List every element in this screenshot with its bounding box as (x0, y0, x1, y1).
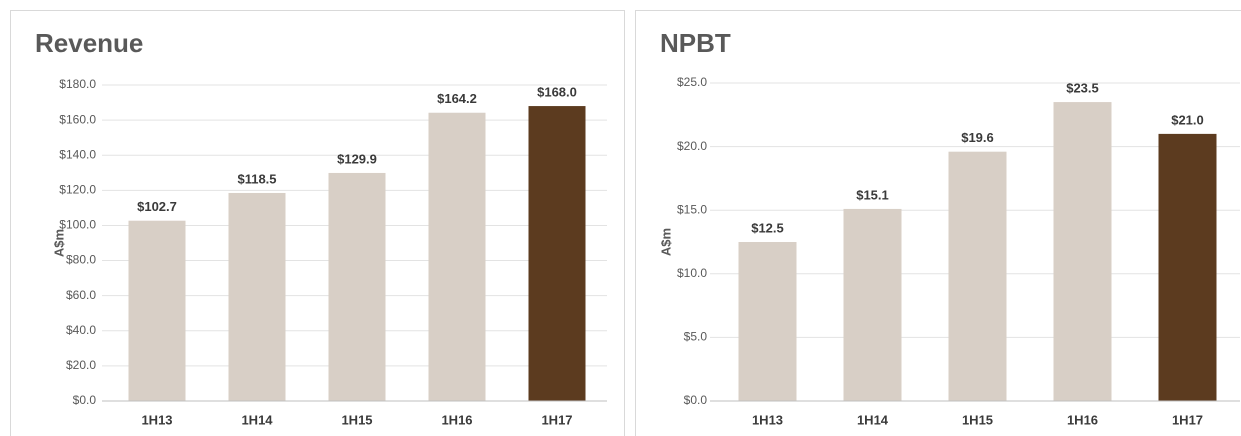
panel-frame (10, 10, 625, 436)
bar (738, 242, 797, 401)
x-tick-label: 1H15 (962, 412, 993, 427)
y-tick-label: $10.0 (677, 266, 707, 280)
bar (528, 106, 586, 402)
bar (948, 151, 1007, 401)
y-tick-label: $40.0 (66, 323, 96, 337)
y-tick-label: $80.0 (66, 253, 96, 267)
x-tick-label: 1H16 (441, 412, 472, 427)
x-tick-label: 1H14 (857, 412, 889, 427)
y-tick-label: $140.0 (59, 147, 96, 161)
y-tick-label: $0.0 (684, 393, 708, 407)
value-label: $23.5 (1066, 81, 1099, 96)
y-tick-label: $160.0 (59, 112, 96, 126)
y-tick-label: $60.0 (66, 288, 96, 302)
bar (428, 112, 486, 401)
y-axis-label: A$m (51, 229, 66, 257)
value-label: $15.1 (856, 187, 889, 202)
y-tick-label: $0.0 (73, 393, 97, 407)
value-label: $19.6 (961, 130, 994, 145)
y-tick-label: $5.0 (684, 330, 708, 344)
x-tick-label: 1H16 (1067, 412, 1098, 427)
value-label: $102.7 (137, 199, 177, 214)
value-label: $129.9 (337, 151, 377, 166)
value-label: $12.5 (751, 220, 784, 235)
chart-title: NPBT (660, 28, 731, 58)
bar (843, 208, 902, 401)
x-tick-label: 1H17 (1172, 412, 1203, 427)
y-tick-label: $15.0 (677, 202, 707, 216)
y-tick-label: $180.0 (59, 77, 96, 91)
bar (128, 220, 186, 401)
x-tick-label: 1H15 (341, 412, 372, 427)
chart-title: Revenue (35, 28, 143, 58)
x-tick-label: 1H13 (752, 412, 783, 427)
y-tick-label: $120.0 (59, 183, 96, 197)
panel-frame (635, 10, 1241, 436)
y-tick-label: $20.0 (66, 358, 96, 372)
y-axis-label: A$m (658, 228, 673, 256)
bar (1053, 102, 1112, 401)
value-label: $118.5 (237, 171, 276, 186)
value-label: $164.2 (437, 91, 477, 106)
bar (228, 192, 286, 401)
x-tick-label: 1H13 (141, 412, 172, 427)
x-tick-label: 1H17 (541, 412, 572, 427)
y-tick-label: $20.0 (677, 139, 707, 153)
bar (1158, 133, 1217, 401)
y-tick-label: $25.0 (677, 75, 707, 89)
value-label: $168.0 (537, 85, 577, 100)
bar (328, 172, 386, 401)
value-label: $21.0 (1171, 112, 1204, 127)
x-tick-label: 1H14 (241, 412, 273, 427)
y-tick-label: $100.0 (59, 218, 96, 232)
